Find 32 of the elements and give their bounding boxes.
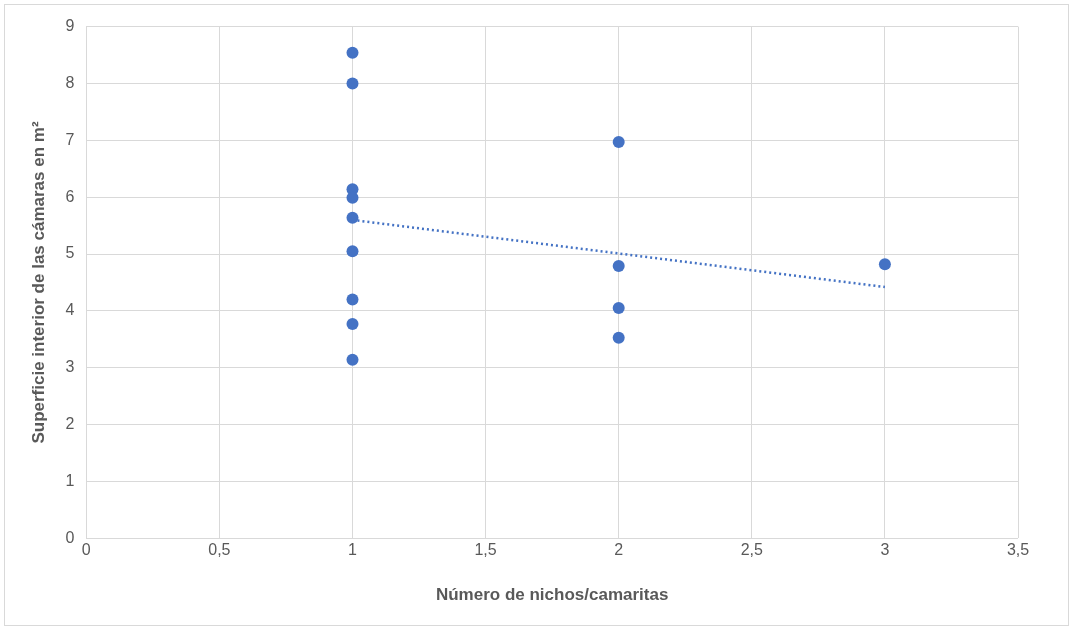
point — [878, 258, 891, 271]
point — [612, 331, 625, 344]
y-tick-label: 1 — [65, 471, 75, 489]
x-tick-label: 0,5 — [208, 541, 231, 559]
point — [612, 302, 625, 315]
x-tick-label: 0 — [81, 541, 91, 559]
y-tick-label: 4 — [65, 301, 75, 319]
point — [346, 211, 359, 224]
x-tick-label: 3,5 — [1006, 541, 1030, 559]
point — [346, 77, 359, 90]
x-tick-label: 1,5 — [474, 541, 497, 559]
y-tick-label: 7 — [65, 130, 75, 148]
y-tick-label: 5 — [65, 244, 75, 262]
y-tick-label: 6 — [65, 187, 75, 205]
x-tick-label: 2 — [614, 541, 624, 559]
y-tick-label: 9 — [65, 17, 75, 35]
x-tick-label: 1 — [348, 541, 358, 559]
point — [612, 136, 625, 149]
point — [346, 293, 359, 306]
x-axis-title: Número de nichos/camaritas — [435, 585, 669, 605]
y-tick-label: 8 — [65, 73, 75, 91]
y-axis-title: Superficie interior de las cámaras en m² — [28, 121, 48, 444]
point — [346, 353, 359, 366]
y-tick-label: 2 — [65, 415, 75, 433]
y-tick-label: 3 — [65, 358, 75, 376]
x-tick-label: 2,5 — [740, 541, 764, 559]
y-tick-label: 0 — [65, 528, 75, 546]
point — [346, 318, 359, 331]
x-tick-label: 3 — [880, 541, 890, 559]
point — [346, 46, 359, 59]
point — [612, 260, 625, 273]
point — [346, 245, 359, 258]
